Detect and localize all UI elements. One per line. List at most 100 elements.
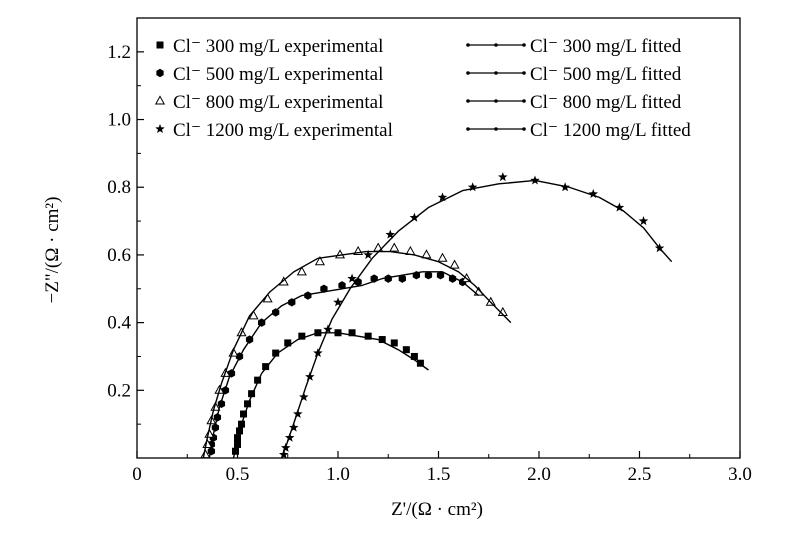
x-tick-label: 0 — [132, 464, 142, 485]
data-point — [262, 363, 270, 371]
y-tick-label: 1.0 — [107, 110, 131, 131]
data-point — [304, 291, 312, 300]
legend-line-dot — [522, 127, 526, 131]
legend-line-dot — [522, 43, 526, 47]
data-point — [390, 339, 398, 347]
data-point — [234, 434, 241, 442]
data-point — [416, 359, 424, 367]
series-3 — [278, 172, 665, 459]
legend-item: Cl⁻ 300 mg/L fitted — [466, 36, 682, 57]
legend-line-dot — [466, 43, 470, 47]
fitted-line — [232, 332, 429, 459]
data-point — [289, 422, 299, 432]
data-point — [348, 329, 356, 337]
data-point — [296, 266, 307, 276]
legend-line-dot — [466, 71, 470, 75]
series-1 — [207, 271, 467, 456]
legend-label: Cl⁻ 300 mg/L experimental — [173, 36, 383, 57]
legend-line-dot — [494, 71, 498, 75]
legend-line-dot — [494, 127, 498, 131]
data-point — [248, 390, 256, 398]
series-4 — [232, 332, 429, 459]
legend-marker — [154, 95, 166, 105]
legend-item: Cl⁻ 1200 mg/L experimental — [155, 120, 393, 141]
fitted-line — [281, 179, 673, 459]
data-point — [588, 189, 599, 199]
legend-label: Cl⁻ 500 mg/L fitted — [530, 64, 682, 85]
data-point — [314, 256, 325, 266]
x-tick-label: 3.0 — [728, 464, 752, 485]
x-axis-label: Z'/(Ω · cm²) — [391, 499, 483, 520]
data-point — [467, 182, 478, 192]
series-7 — [281, 179, 673, 459]
legend-item: Cl⁻ 800 mg/L experimental — [154, 92, 383, 113]
data-point — [338, 281, 346, 290]
legend-line-dot — [522, 71, 526, 75]
series-5 — [208, 271, 480, 459]
data-point — [409, 212, 420, 222]
legend-label: Cl⁻ 300 mg/L fitted — [530, 36, 682, 57]
x-tick-label: 2.0 — [527, 464, 551, 485]
legend-marker — [156, 68, 164, 78]
legend-item: Cl⁻ 800 mg/L fitted — [466, 92, 682, 113]
y-tick-label: 1.2 — [107, 42, 131, 63]
data-point — [437, 192, 448, 202]
legend-label: Cl⁻ 1200 mg/L experimental — [173, 120, 393, 141]
legend-label: Cl⁻ 800 mg/L experimental — [173, 92, 383, 113]
legend-line-dot — [466, 127, 470, 131]
fitted-line — [202, 250, 512, 459]
legend-label: Cl⁻ 1200 mg/L fitted — [530, 120, 691, 141]
legend-line-dot — [522, 99, 526, 103]
data-point — [248, 310, 259, 320]
data-point — [240, 410, 248, 418]
data-point — [437, 252, 448, 262]
data-point — [244, 400, 252, 408]
data-point — [410, 352, 418, 360]
data-point — [424, 271, 433, 280]
data-point — [385, 229, 396, 239]
data-point — [449, 259, 460, 269]
series-6 — [202, 250, 512, 459]
data-point — [398, 274, 406, 283]
series-2 — [200, 242, 508, 459]
y-axis-label: −Z"/(Ω · cm²) — [42, 197, 63, 304]
data-point — [234, 440, 241, 448]
x-tick-label: 1.5 — [427, 464, 451, 485]
data-point — [363, 249, 373, 259]
data-point — [284, 339, 292, 347]
x-tick-label: 2.5 — [628, 464, 652, 485]
legend-item: Cl⁻ 1200 mg/L fitted — [466, 120, 691, 141]
legend-item: Cl⁻ 500 mg/L experimental — [156, 64, 383, 85]
data-point — [299, 392, 309, 402]
y-tick-label: 0.6 — [107, 245, 131, 266]
legend-label: Cl⁻ 800 mg/L fitted — [530, 92, 682, 113]
data-point — [293, 409, 303, 419]
data-point — [384, 274, 392, 283]
legend-marker — [155, 124, 165, 134]
data-point — [298, 332, 306, 340]
data-point — [378, 336, 386, 344]
data-point — [262, 293, 273, 303]
data-point — [638, 216, 649, 226]
data-point — [389, 242, 400, 252]
ticks-layer: 0 0.5 1.0 1.5 2.0 2.5 3.0 0.2 0.4 0.6 0.8 1.0 1.2 — [107, 17, 752, 485]
legend-marker — [156, 41, 164, 49]
legend-item: Cl⁻ 500 mg/L fitted — [466, 64, 682, 85]
y-tick-label: 0.2 — [107, 380, 131, 401]
data-point — [498, 172, 508, 182]
data-point — [272, 308, 280, 317]
legend-line-dot — [466, 99, 470, 103]
data-point — [402, 346, 410, 354]
series-layer — [200, 172, 673, 459]
data-point — [347, 273, 357, 283]
data-point — [364, 332, 372, 340]
data-point — [436, 271, 445, 280]
legend-label: Cl⁻ 500 mg/L experimental — [173, 64, 383, 85]
legend: Cl⁻ 300 mg/L experimental Cl⁻ 500 mg/L ex… — [154, 36, 691, 141]
data-point — [333, 297, 343, 307]
y-tick-label: 0.8 — [107, 177, 131, 198]
data-point — [272, 349, 280, 357]
data-point — [254, 376, 262, 384]
y-tick-label: 0.4 — [107, 313, 131, 334]
